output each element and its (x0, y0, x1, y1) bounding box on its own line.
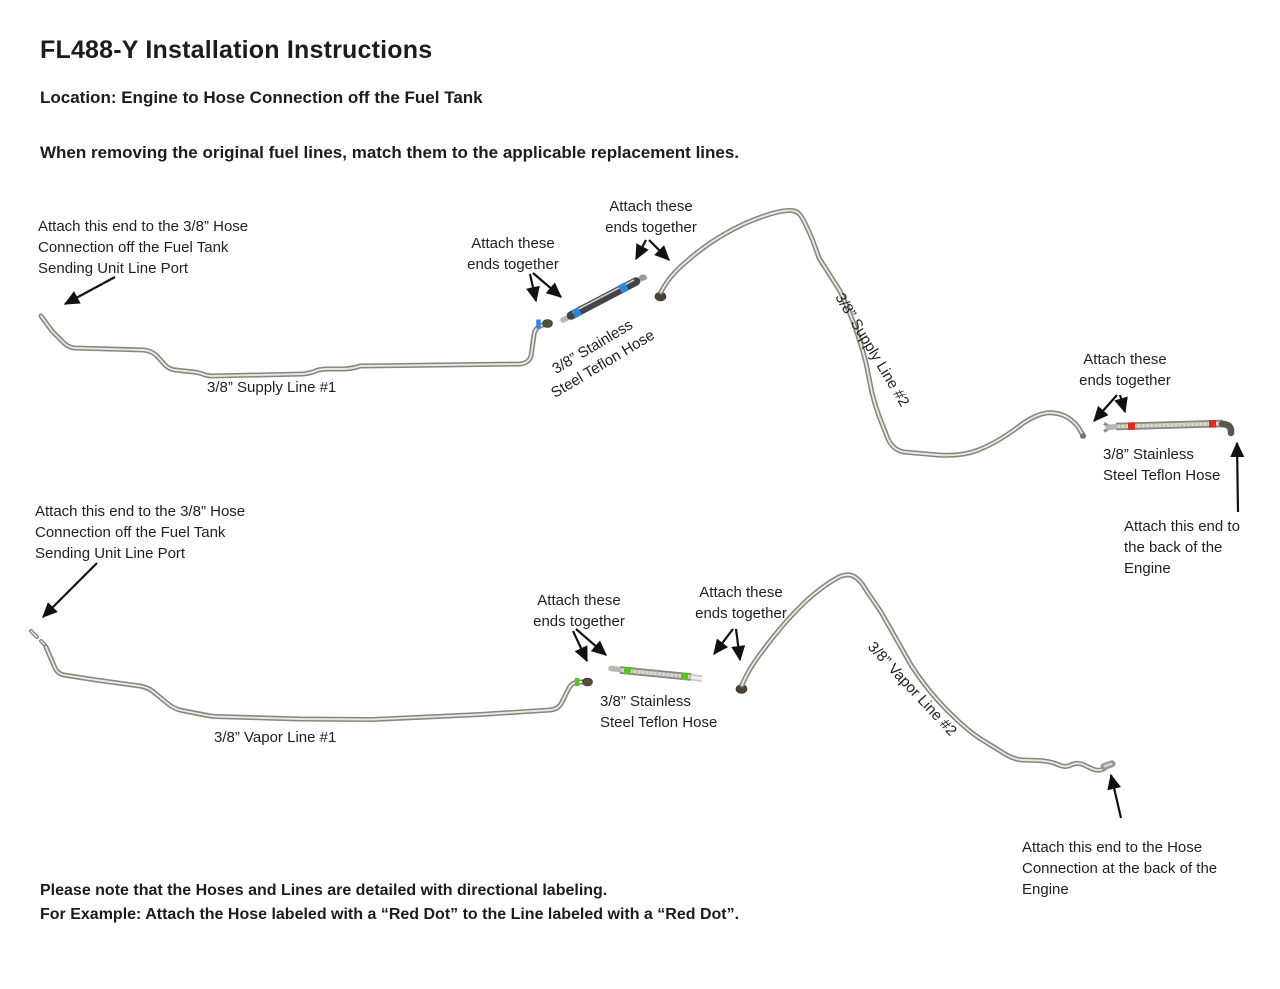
arrow-vapor-right-a (713, 628, 734, 656)
vapor-hose-green-marker-right (680, 672, 689, 681)
attach-note-vapor-left: Attach these ends together (533, 592, 625, 630)
vapor-line-1 (29, 629, 593, 720)
note-supply-tank-end: Attach this end to the 3/8” Hose Connect… (38, 218, 249, 277)
supply-hose-2-label: 3/8” Stainless Steel Teflon Hose (1103, 446, 1221, 484)
arrow-supply-right-a (1093, 394, 1118, 422)
note-engine-back: Attach this end to the back of the Engin… (1124, 518, 1240, 577)
supply-line-2 (654, 210, 1087, 455)
footer-example: For Example: Attach the Hose labeled wit… (40, 906, 740, 923)
vapor-line-1-label: 3/8” Vapor Line #1 (214, 729, 337, 746)
vapor-hose-label: 3/8” Stainless Steel Teflon Hose (600, 693, 718, 731)
supply-hose-1-blue-marker-right (617, 282, 629, 294)
arrow-supply-tank-end (63, 276, 116, 305)
supply-hose-2 (1103, 419, 1235, 437)
vapor-line-2 (735, 575, 1116, 770)
vapor-line-1-fitting (582, 677, 593, 687)
arrow-supply-mid-a (635, 239, 649, 261)
note-vapor-tank-end: Attach this end to the 3/8” Hose Connect… (35, 503, 246, 562)
arrow-vapor-left-a (572, 630, 588, 663)
note-engine-hose-back: Attach this end to the Hose Connection a… (1022, 839, 1218, 898)
arrow-supply-left-b (532, 272, 563, 298)
supply-hose-2-elbow-fitting (1218, 420, 1235, 437)
supply-line-1-label: 3/8” Supply Line #1 (207, 379, 337, 396)
footer-note: Please note that the Hoses and Lines are… (40, 882, 608, 899)
supply-hose-1 (560, 274, 647, 323)
attach-note-supply-right: Attach these ends together (1079, 351, 1171, 389)
arrow-vapor-left-b (575, 628, 607, 656)
arrow-engine-hose-back (1107, 773, 1123, 819)
arrow-vapor-right-b (731, 628, 746, 662)
attach-note-supply-mid: Attach these ends together (605, 198, 697, 236)
arrow-supply-left-a (526, 273, 540, 303)
vapor-hose-green-marker-left (623, 666, 632, 675)
arrow-vapor-tank-end (42, 562, 98, 618)
vapor-hose (608, 665, 703, 682)
annotation-arrows (42, 239, 1245, 819)
attach-note-vapor-right: Attach these ends together (695, 584, 787, 622)
arrow-supply-right-b (1114, 394, 1128, 414)
supply-line-1 (41, 316, 553, 376)
supply-line-1-fitting (542, 319, 553, 328)
supply-hose-1-blue-marker-left (571, 307, 583, 319)
removal-instruction: When removing the original fuel lines, m… (40, 143, 740, 162)
location-subtitle: Location: Engine to Hose Connection off … (40, 88, 483, 107)
arrow-engine-back (1230, 441, 1245, 513)
attach-note-supply-left: Attach these ends together (467, 235, 559, 273)
arrow-supply-mid-b (648, 239, 670, 261)
page-title: FL488-Y Installation Instructions (40, 36, 433, 64)
